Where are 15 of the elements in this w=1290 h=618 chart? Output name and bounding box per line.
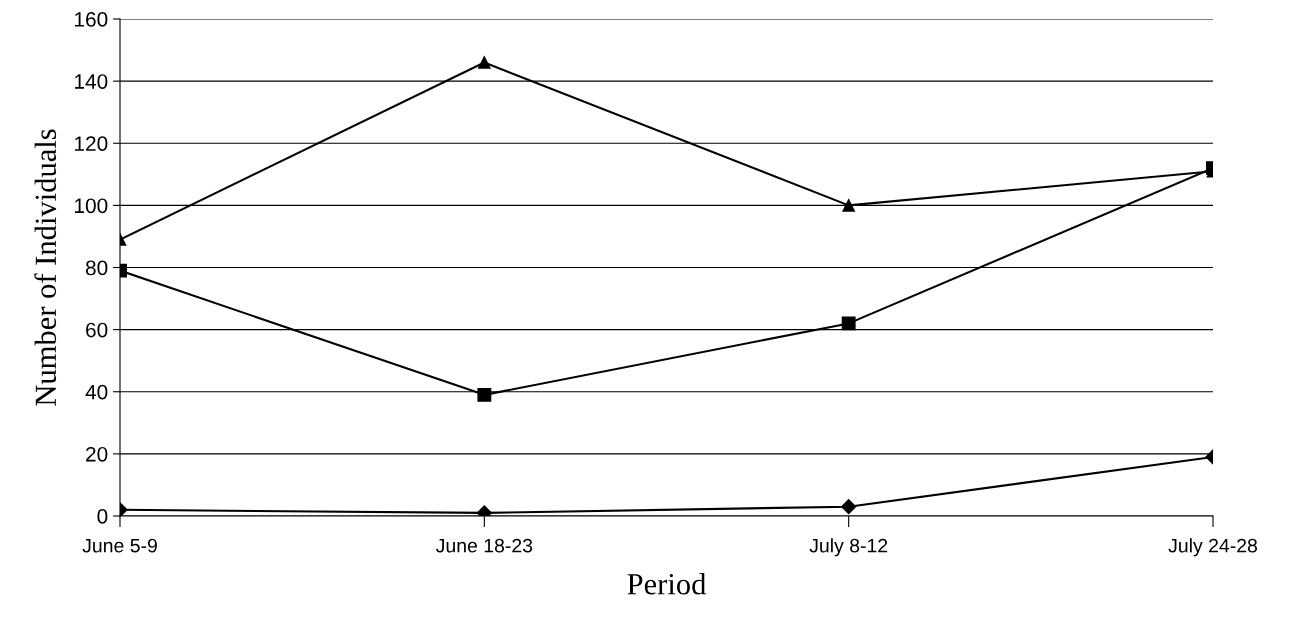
y-axis-title: Number of Individuals: [34, 129, 57, 406]
y-tick-label: 40: [85, 384, 108, 400]
x-tick-label: July 24-28: [1168, 538, 1258, 557]
x-tick-label: July 8-12: [809, 538, 888, 557]
y-tick-label: 160: [75, 12, 108, 27]
y-tick-label: 140: [75, 74, 108, 89]
y-tick-label: 60: [86, 322, 108, 338]
x-axis-title: Period: [627, 573, 707, 595]
y-tick-label: 80: [85, 260, 108, 276]
x-tick-label: June 5-9: [82, 538, 157, 553]
y-tick-label: 100: [75, 198, 108, 214]
y-tick-label: 20: [86, 446, 108, 462]
x-tick-label: June 18-23: [435, 538, 533, 553]
y-tick-label: 0: [97, 509, 108, 524]
y-tick-label: 120: [75, 136, 108, 151]
